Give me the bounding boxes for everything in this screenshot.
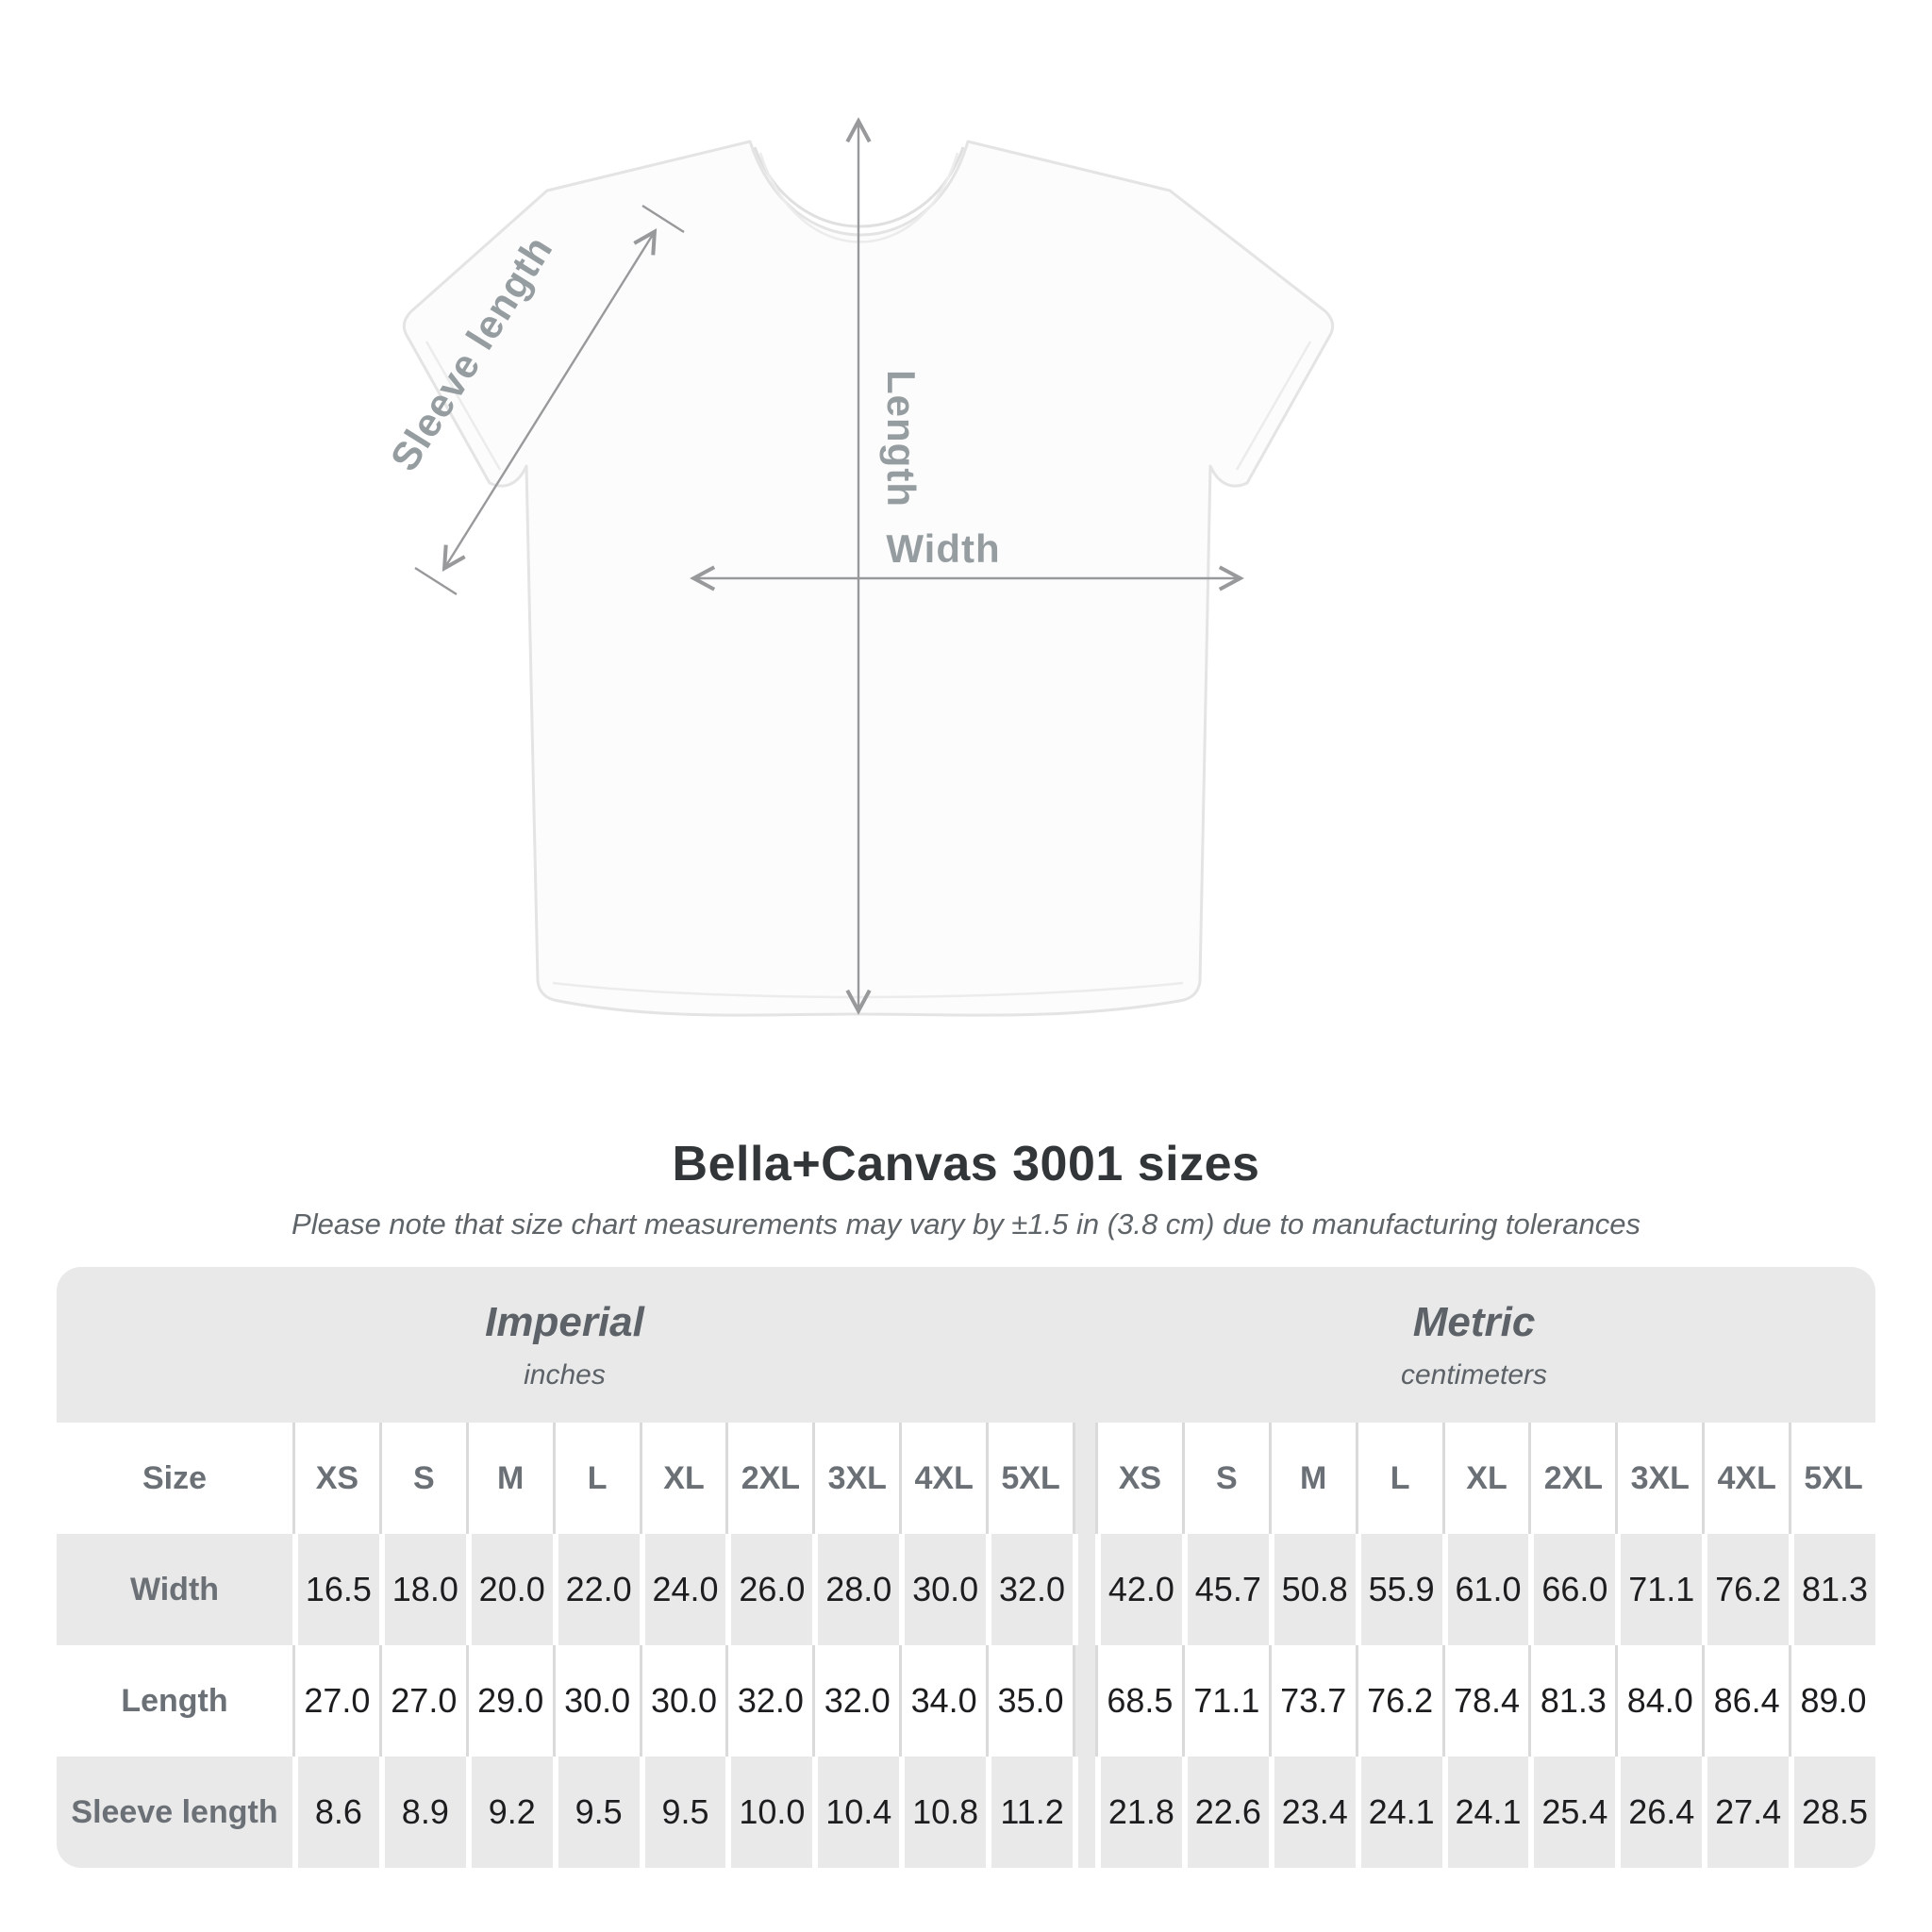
table-cell: 10.0 <box>725 1757 812 1868</box>
table-cell: 18.0 <box>378 1534 466 1645</box>
table-cell: 34.0 <box>899 1645 986 1757</box>
table-cell: 5XL <box>986 1423 1073 1534</box>
size-table: Imperial inches Metric centimeters Size X… <box>57 1267 1875 1868</box>
page-subtitle: Please note that size chart measurements… <box>291 1208 1641 1241</box>
row-label-cell: Width <box>129 1571 220 1607</box>
section-separator <box>1072 1645 1095 1757</box>
table-cell: 21.8 <box>1094 1757 1182 1868</box>
table-cell: 3XL <box>812 1423 899 1534</box>
table-cell: 68.5 <box>1094 1645 1182 1757</box>
table-cell: 76.2 <box>1355 1645 1442 1757</box>
length-label: Length <box>879 370 924 508</box>
table-cell: 78.4 <box>1441 1645 1529 1757</box>
table-cell: 66.0 <box>1528 1534 1615 1645</box>
table-cell: XL <box>639 1423 726 1534</box>
size-header-row: Size XS S M L XL 2XL 3XL 4XL 5XL XS S M L XL 2XL 3XL 4XL 5… <box>57 1423 1875 1534</box>
table-cell: 50.8 <box>1268 1534 1356 1645</box>
table-cell: S <box>1181 1423 1269 1534</box>
table-cell: 81.3 <box>1789 1534 1875 1645</box>
table-cell: 26.0 <box>725 1534 812 1645</box>
metric-heading: Metric <box>1412 1298 1536 1345</box>
table-cell: L <box>1355 1423 1442 1534</box>
table-cell: M <box>1268 1423 1356 1534</box>
imperial-unit: inches <box>524 1358 606 1391</box>
tshirt-measurement-diagram: Length Width Sleeve length <box>382 117 1335 1017</box>
table-cell: 76.2 <box>1702 1534 1789 1645</box>
section-separator <box>1072 1423 1095 1534</box>
table-cell: XS <box>292 1423 379 1534</box>
table-cell: 24.1 <box>1441 1757 1529 1868</box>
table-cell: 22.0 <box>552 1534 640 1645</box>
table-cell: 3XL <box>1615 1423 1702 1534</box>
width-row: Width 16.5 18.0 20.0 22.0 24.0 26.0 28.0 30.0 32.… <box>57 1534 1875 1645</box>
table-cell: 35.0 <box>986 1645 1073 1757</box>
table-cell: 10.4 <box>812 1757 899 1868</box>
table-cell: 11.2 <box>986 1757 1073 1868</box>
page-title: Bella+Canvas 3001 sizes <box>672 1137 1260 1191</box>
imperial-heading: Imperial <box>485 1298 644 1345</box>
table-cell: XL <box>1441 1423 1529 1534</box>
table-cell: 28.0 <box>812 1534 899 1645</box>
table-cell: 27.0 <box>292 1645 379 1757</box>
table-cell: 71.1 <box>1181 1645 1269 1757</box>
table-cell: 25.4 <box>1528 1757 1615 1868</box>
table-cell: 22.6 <box>1181 1757 1269 1868</box>
table-cell: 27.0 <box>378 1645 466 1757</box>
table-cell: 30.0 <box>899 1534 986 1645</box>
table-cell: 9.5 <box>552 1757 640 1868</box>
table-cell: 32.0 <box>812 1645 899 1757</box>
table-cell: 9.5 <box>639 1757 726 1868</box>
table-cell: 30.0 <box>639 1645 726 1757</box>
table-cell: 71.1 <box>1615 1534 1702 1645</box>
table-cell: 10.8 <box>899 1757 986 1868</box>
table-cell: 84.0 <box>1615 1645 1702 1757</box>
table-cell: 81.3 <box>1528 1645 1615 1757</box>
row-label-cell: Sleeve length <box>71 1793 278 1830</box>
table-cell: 20.0 <box>465 1534 553 1645</box>
section-separator <box>1072 1757 1095 1868</box>
table-cell: 23.4 <box>1268 1757 1356 1868</box>
table-cell: 61.0 <box>1441 1534 1529 1645</box>
table-cell: 86.4 <box>1702 1645 1789 1757</box>
row-label-cell: Length <box>121 1682 228 1719</box>
table-cell: 28.5 <box>1789 1757 1875 1868</box>
row-label-cell: Size <box>142 1459 208 1496</box>
table-cell: 5XL <box>1789 1423 1875 1534</box>
table-cell: XS <box>1094 1423 1182 1534</box>
table-cell: 26.4 <box>1615 1757 1702 1868</box>
table-cell: 2XL <box>725 1423 812 1534</box>
table-cell: 8.6 <box>292 1757 379 1868</box>
unit-header-band: Imperial inches Metric centimeters <box>57 1267 1875 1423</box>
table-cell: 73.7 <box>1268 1645 1356 1757</box>
metric-unit: centimeters <box>1400 1358 1548 1391</box>
unit-group-imperial: Imperial inches <box>57 1267 1073 1423</box>
table-cell: 2XL <box>1528 1423 1615 1534</box>
table-cell: 55.9 <box>1355 1534 1442 1645</box>
table-cell: S <box>378 1423 466 1534</box>
table-cell: 4XL <box>1702 1423 1789 1534</box>
table-cell: M <box>465 1423 553 1534</box>
width-label: Width <box>886 526 1000 571</box>
table-cell: 9.2 <box>465 1757 553 1868</box>
table-cell: 29.0 <box>465 1645 553 1757</box>
table-cell: 45.7 <box>1181 1534 1269 1645</box>
sleeve-length-row: Sleeve length 8.6 8.9 9.2 9.5 9.5 10.0 10.4 10.8… <box>57 1757 1875 1868</box>
sleeve-length-dimension-line <box>414 204 685 596</box>
table-cell: 32.0 <box>986 1534 1073 1645</box>
table-cell: 16.5 <box>292 1534 379 1645</box>
section-separator <box>1072 1534 1095 1645</box>
table-cell: 24.0 <box>639 1534 726 1645</box>
table-cell: 27.4 <box>1702 1757 1789 1868</box>
table-cell: 42.0 <box>1094 1534 1182 1645</box>
length-row: Length 27.0 27.0 29.0 30.0 30.0 32.0 32.0 34.0 35… <box>57 1645 1875 1757</box>
table-cell: 4XL <box>899 1423 986 1534</box>
table-cell: 89.0 <box>1789 1645 1875 1757</box>
table-cell: 32.0 <box>725 1645 812 1757</box>
table-cell: L <box>552 1423 640 1534</box>
table-cell: 8.9 <box>378 1757 466 1868</box>
table-cell: 30.0 <box>552 1645 640 1757</box>
table-cell: 24.1 <box>1355 1757 1442 1868</box>
unit-group-metric: Metric centimeters <box>1073 1267 1875 1423</box>
